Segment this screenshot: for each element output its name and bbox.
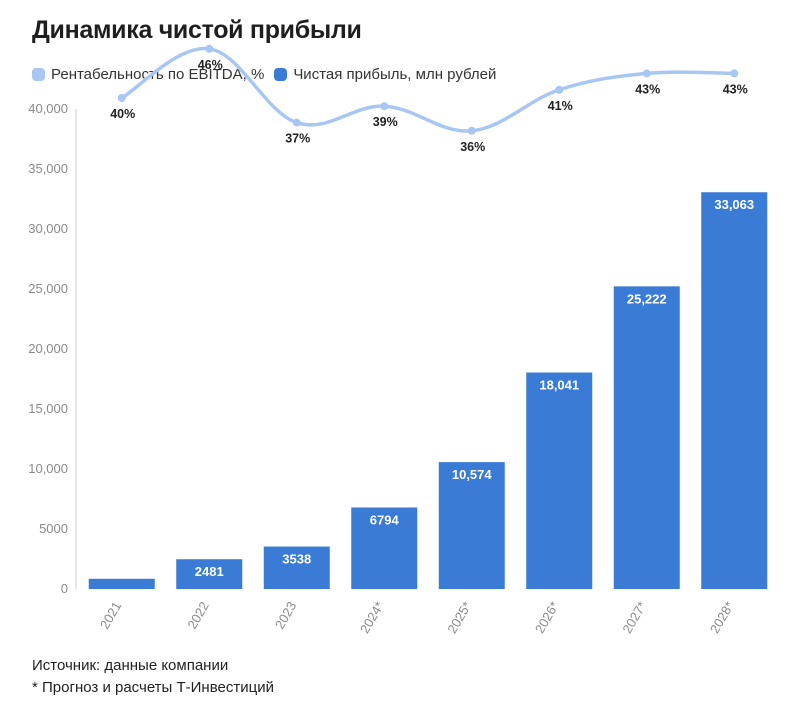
legend-swatch-ebitda xyxy=(32,68,45,81)
ebitda-label: 39% xyxy=(373,115,398,129)
source-note: Источник: данные компании xyxy=(32,657,229,674)
y-tick-label: 10,000 xyxy=(28,461,68,476)
x-tick-label: 2027* xyxy=(619,599,649,636)
bar-label: 10,574 xyxy=(452,467,493,482)
ebitda-point xyxy=(555,85,564,94)
bar xyxy=(438,462,505,589)
ebitda-label: 43% xyxy=(723,82,748,96)
legend-swatch-net-profit xyxy=(274,68,288,81)
y-tick-label: 20,000 xyxy=(28,341,68,356)
bar xyxy=(88,578,155,589)
ebitda-point xyxy=(730,69,739,78)
legend-item-net-profit: Чистая прибыль, млн рублей xyxy=(274,66,496,83)
footnotes: Источник: данные компании * Прогноз и ра… xyxy=(32,655,274,699)
bar xyxy=(176,559,243,589)
y-tick-label: 0 xyxy=(61,581,68,596)
x-tick-label: 2022 xyxy=(184,599,211,632)
x-tick-label: 2024* xyxy=(357,599,387,636)
ebitda-label: 46% xyxy=(198,58,223,72)
ebitda-label: 36% xyxy=(460,140,485,154)
x-tick-label: 2028* xyxy=(707,599,737,636)
legend: Рентабельность по EBITDA, % Чистая прибы… xyxy=(32,66,506,83)
bar-label: 33,063 xyxy=(714,197,754,212)
bar xyxy=(701,192,768,589)
ebitda-label: 37% xyxy=(285,132,310,146)
bar-label: 2481 xyxy=(195,564,224,579)
x-tick-label: 2021 xyxy=(97,599,124,632)
bar xyxy=(351,507,418,589)
ebitda-point xyxy=(467,126,476,135)
ebitda-point xyxy=(292,118,301,127)
y-tick-label: 35,000 xyxy=(28,161,68,176)
ebitda-point xyxy=(205,44,214,53)
bar xyxy=(263,546,330,589)
ebitda-point xyxy=(380,102,389,111)
forecast-note: * Прогноз и расчеты Т-Инвестиций xyxy=(32,679,274,696)
y-tick-label: 25,000 xyxy=(28,281,68,296)
legend-label-net-profit: Чистая прибыль, млн рублей xyxy=(293,66,497,83)
ebitda-point xyxy=(642,69,651,78)
bar xyxy=(613,286,680,589)
ebitda-line xyxy=(120,46,736,133)
ebitda-label: 43% xyxy=(635,82,660,96)
y-tick-label: 15,000 xyxy=(28,401,68,416)
x-tick-label: 2023 xyxy=(272,599,299,632)
bar xyxy=(526,372,593,589)
legend-item-ebitda: Рентабельность по EBITDA, % xyxy=(32,66,264,83)
bar-label: 6794 xyxy=(370,512,400,527)
y-tick-label: 5000 xyxy=(39,521,68,536)
chart-title: Динамика чистой прибыли xyxy=(32,16,362,44)
ebitda-point xyxy=(117,94,126,102)
x-tick-label: 2026* xyxy=(532,599,562,636)
y-tick-label: 40,000 xyxy=(28,101,68,116)
ebitda-label: 41% xyxy=(548,99,573,113)
x-tick-label: 2025* xyxy=(444,599,474,636)
ebitda-label: 40% xyxy=(110,107,135,121)
bar-label: 3538 xyxy=(282,552,311,567)
bar-label: 18,041 xyxy=(539,378,579,393)
y-tick-label: 30,000 xyxy=(28,221,68,236)
legend-label-ebitda: Рентабельность по EBITDA, % xyxy=(51,66,265,83)
bar-label: 25,222 xyxy=(627,291,667,306)
